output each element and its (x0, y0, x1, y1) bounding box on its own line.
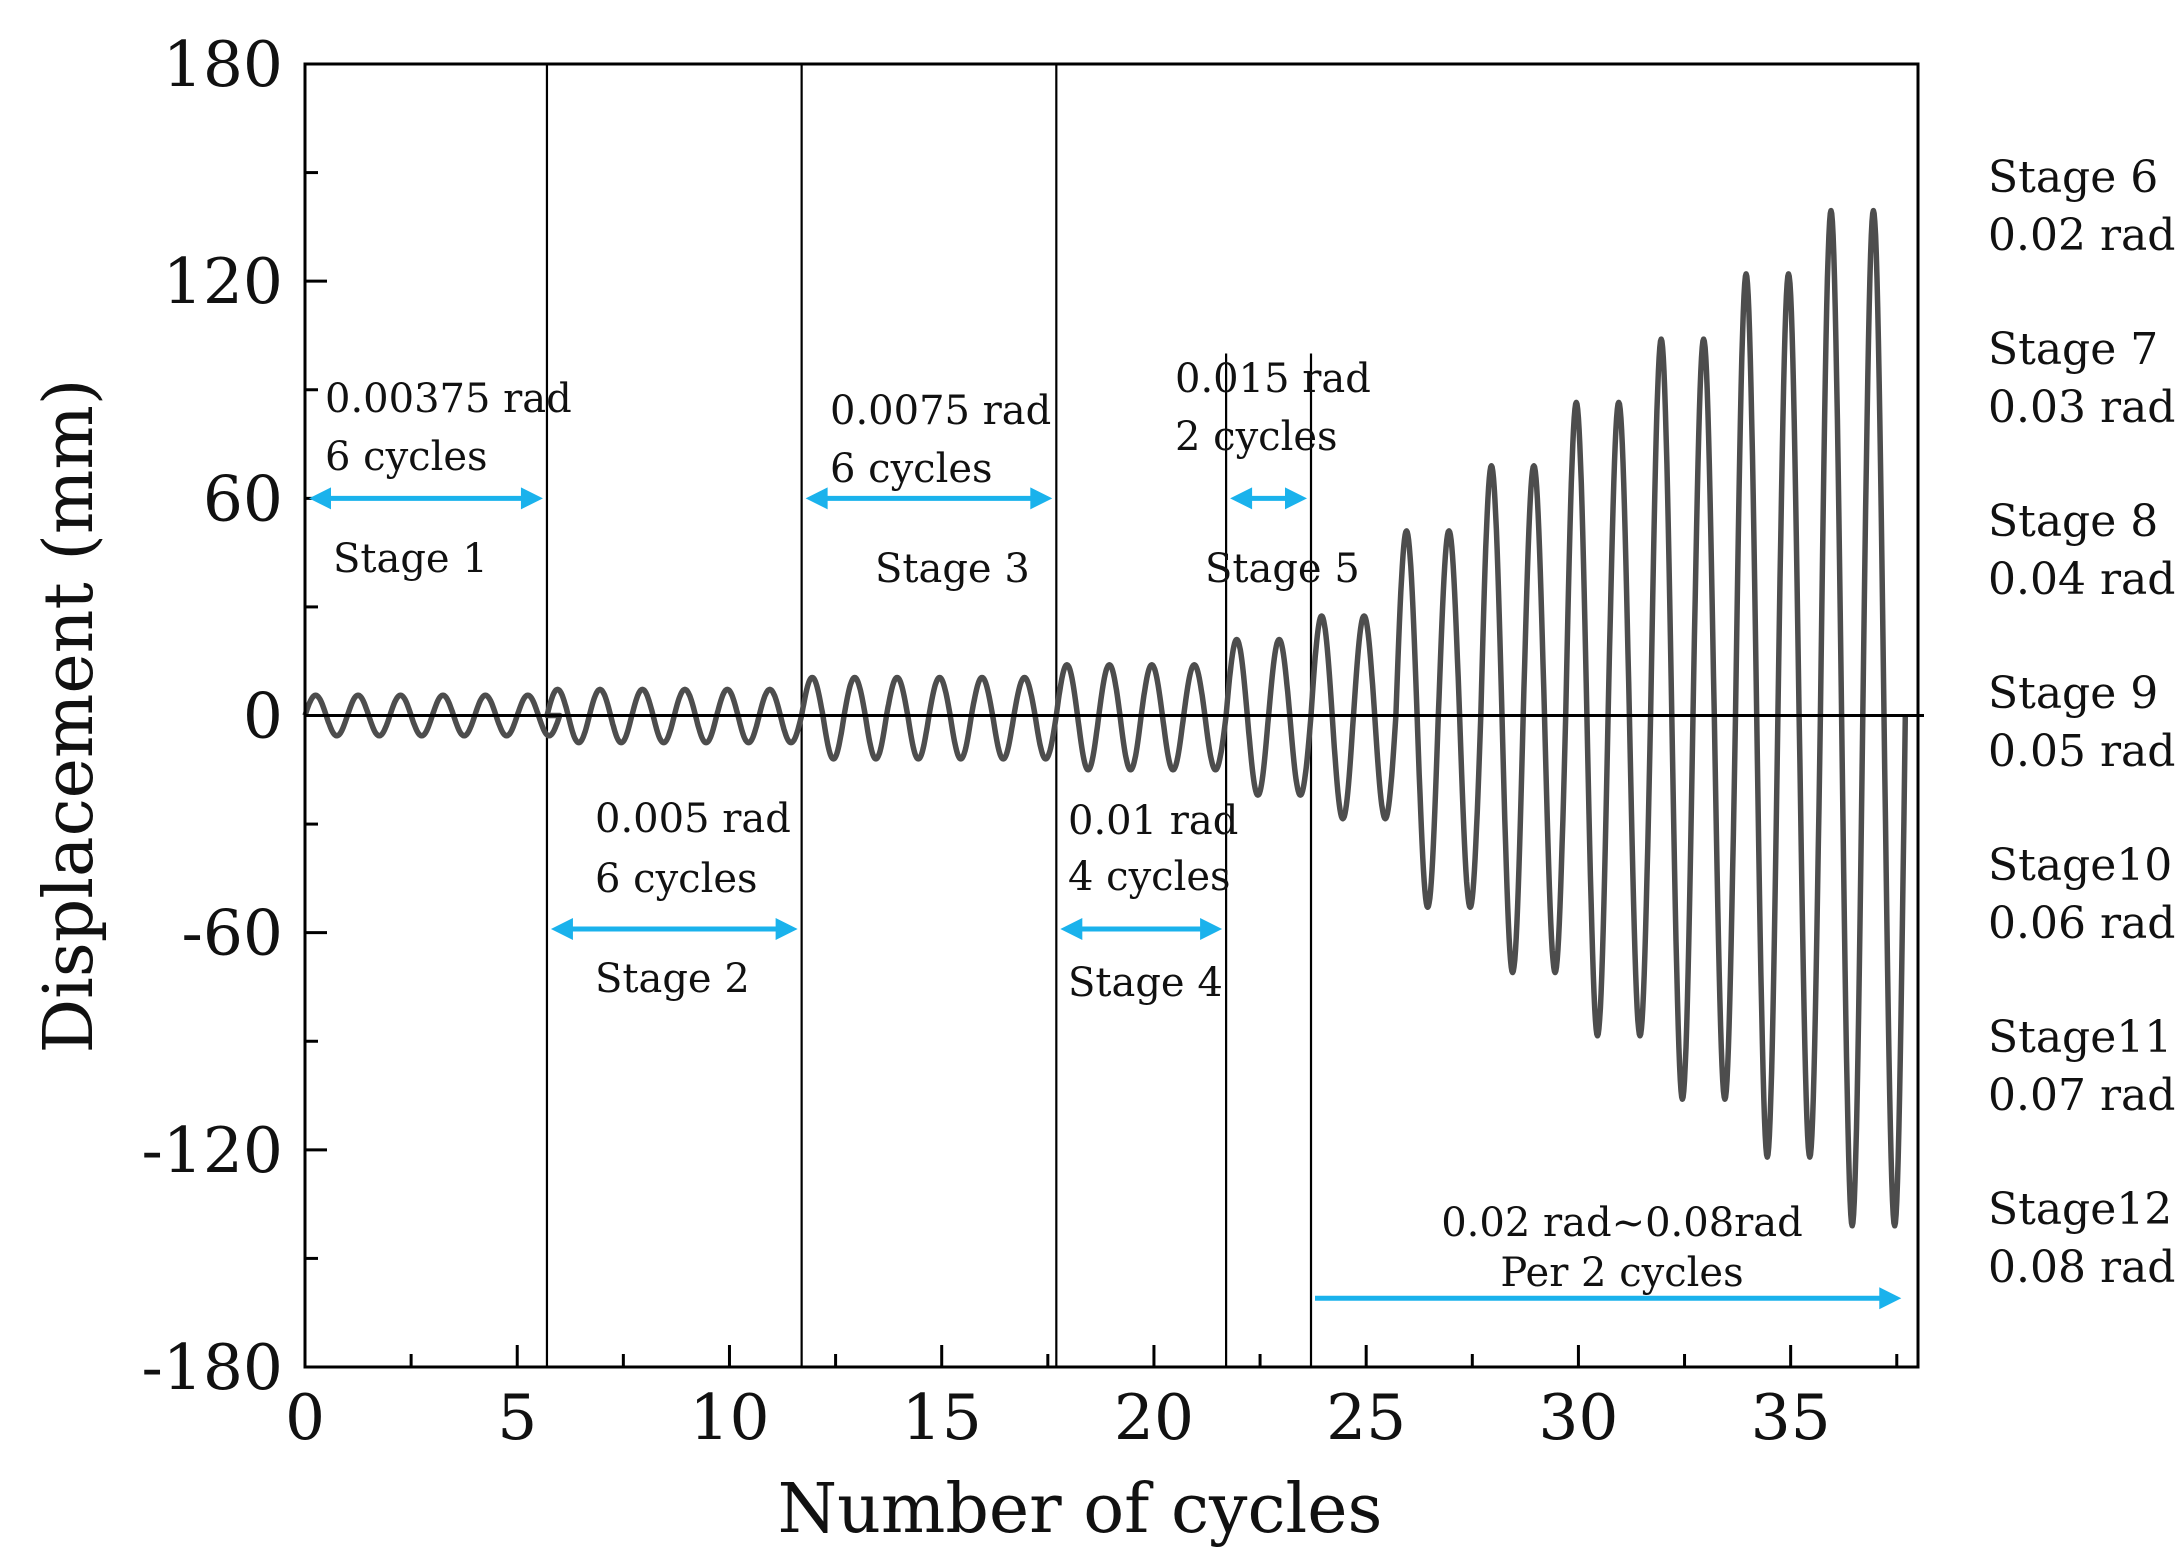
stage2-rad-label: 0.005 rad (595, 796, 791, 842)
x-tick-label: 0 (285, 1381, 325, 1454)
stage3-arrow-head-right (1030, 487, 1053, 510)
curve-layer (302, 207, 1909, 1229)
stage1-arrow-head-left (309, 487, 331, 510)
side-stage9: Stage 9 (1988, 668, 2158, 719)
side-stage8: Stage 8 (1988, 496, 2158, 547)
side-stage6: Stage 6 (1988, 152, 2158, 203)
stage3-cycles-label: 6 cycles (830, 446, 993, 492)
axis-layer: 0 5 10 15 20 25 30 35 -180 -120 -60 0 60 120 180 (141, 28, 1924, 1454)
rest-rad-label: 0.02 rad~0.08rad (1441, 1200, 1803, 1246)
side-stage7: Stage 7 (1988, 324, 2158, 375)
side-rad10: 0.06 rad (1988, 898, 2175, 949)
stage5-arrow-head-left (1230, 487, 1253, 510)
x-tick-label: 30 (1538, 1381, 1618, 1454)
y-tick-label: -180 (141, 1331, 283, 1404)
stage5-rad-label: 0.015 rad (1175, 356, 1371, 402)
y-tick-label: -120 (141, 1114, 283, 1187)
y-tick-label: 180 (163, 28, 283, 101)
side-rad6: 0.02 rad (1988, 210, 2175, 261)
side-rad12: 0.08 rad (1988, 1242, 2175, 1293)
side-stage11: Stage11 (1988, 1012, 2172, 1063)
displacement-series-line (302, 207, 1909, 1229)
y-tick-label: -60 (182, 897, 283, 970)
stage3-name-label: Stage 3 (875, 546, 1030, 592)
stage4-cycles-label: 4 cycles (1068, 854, 1231, 900)
stage3-rad-label: 0.0075 rad (830, 388, 1051, 434)
stage2-arrow-head-right (775, 918, 798, 941)
stage1-name-label: Stage 1 (333, 536, 488, 582)
x-tick-label: 5 (497, 1381, 537, 1454)
x-tick-label: 25 (1326, 1381, 1406, 1454)
stage1-rad-label: 0.00375 rad (325, 376, 572, 422)
stage5-arrow-head-right (1285, 487, 1308, 510)
side-rad9: 0.05 rad (1988, 726, 2175, 777)
stage5-name-label: Stage 5 (1205, 546, 1360, 592)
stage1-arrow-head-right (520, 487, 543, 510)
x-axis-title: Number of cycles (778, 1470, 1383, 1549)
rest-cycles-label: Per 2 cycles (1500, 1250, 1743, 1296)
stage3-arrow-head-left (805, 487, 828, 510)
y-tick-label: 60 (203, 462, 283, 535)
stage4-name-label: Stage 4 (1068, 960, 1223, 1006)
y-tick-label: 0 (243, 680, 283, 753)
side-rad7: 0.03 rad (1988, 382, 2175, 433)
y-tick-label: 120 (163, 245, 283, 318)
side-stage10: Stage10 (1988, 840, 2172, 891)
arrow-layer (309, 487, 1902, 1310)
stage4-rad-label: 0.01 rad (1068, 798, 1238, 844)
side-stage12: Stage12 (1988, 1184, 2172, 1235)
x-tick-label: 10 (689, 1381, 769, 1454)
rest-arrow-head-right (1879, 1287, 1902, 1310)
side-rad8: 0.04 rad (1988, 554, 2175, 605)
stage5-cycles-label: 2 cycles (1175, 414, 1338, 460)
stage2-arrow-head-left (550, 918, 573, 941)
side-rad11: 0.07 rad (1988, 1070, 2175, 1121)
x-tick-label: 20 (1114, 1381, 1194, 1454)
stage4-arrow-head-right (1200, 918, 1223, 941)
x-tick-label: 15 (902, 1381, 982, 1454)
stage2-name-label: Stage 2 (595, 956, 750, 1002)
stage4-arrow-head-left (1060, 918, 1083, 941)
stage1-cycles-label: 6 cycles (325, 434, 488, 480)
y-axis-title: Displacement (mm) (30, 379, 109, 1054)
stage2-cycles-label: 6 cycles (595, 856, 758, 902)
x-tick-label: 35 (1751, 1381, 1831, 1454)
